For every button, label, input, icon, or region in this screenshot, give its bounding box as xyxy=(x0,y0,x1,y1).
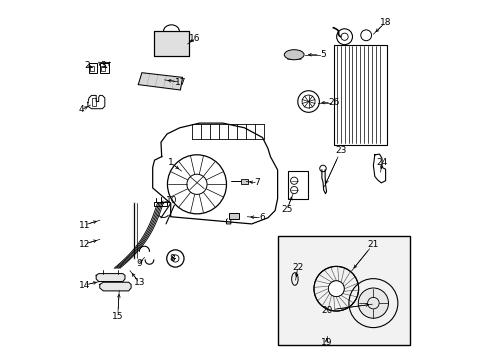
Text: 8: 8 xyxy=(168,254,174,263)
Text: 17: 17 xyxy=(174,78,186,87)
Text: 20: 20 xyxy=(320,306,331,315)
Bar xyxy=(153,31,189,56)
Bar xyxy=(153,202,167,206)
Text: 26: 26 xyxy=(327,98,339,107)
Ellipse shape xyxy=(284,50,304,60)
Text: 9: 9 xyxy=(136,259,142,268)
Bar xyxy=(91,98,96,106)
Text: 18: 18 xyxy=(379,18,390,27)
Circle shape xyxy=(328,281,344,297)
Bar xyxy=(100,63,108,73)
Bar xyxy=(89,63,97,73)
Text: 1: 1 xyxy=(167,158,173,167)
Circle shape xyxy=(358,288,387,318)
Bar xyxy=(241,179,247,184)
Text: 19: 19 xyxy=(320,338,332,347)
Polygon shape xyxy=(96,274,125,282)
Bar xyxy=(101,66,104,71)
Text: 11: 11 xyxy=(79,220,90,230)
Text: 16: 16 xyxy=(189,35,200,44)
Text: 4: 4 xyxy=(79,105,84,114)
Text: 25: 25 xyxy=(281,205,292,214)
Text: 5: 5 xyxy=(320,50,325,59)
Bar xyxy=(333,45,386,145)
Polygon shape xyxy=(100,282,131,291)
Text: 13: 13 xyxy=(133,278,145,287)
Bar xyxy=(90,66,94,71)
Text: 24: 24 xyxy=(376,158,387,167)
Text: 12: 12 xyxy=(79,240,90,248)
Text: 15: 15 xyxy=(112,312,123,321)
Bar xyxy=(288,171,307,199)
Circle shape xyxy=(328,281,344,297)
Text: 10: 10 xyxy=(166,197,177,205)
Bar xyxy=(277,236,409,345)
Text: 14: 14 xyxy=(79,281,90,289)
Text: 7: 7 xyxy=(254,179,260,188)
Text: 6: 6 xyxy=(258,213,264,222)
Bar xyxy=(153,31,189,56)
Text: 2: 2 xyxy=(84,61,89,70)
Text: 21: 21 xyxy=(367,240,378,248)
Text: 22: 22 xyxy=(291,263,303,272)
Bar xyxy=(228,213,238,219)
Text: 3: 3 xyxy=(101,61,106,70)
Polygon shape xyxy=(138,73,182,90)
Text: 23: 23 xyxy=(335,146,346,155)
